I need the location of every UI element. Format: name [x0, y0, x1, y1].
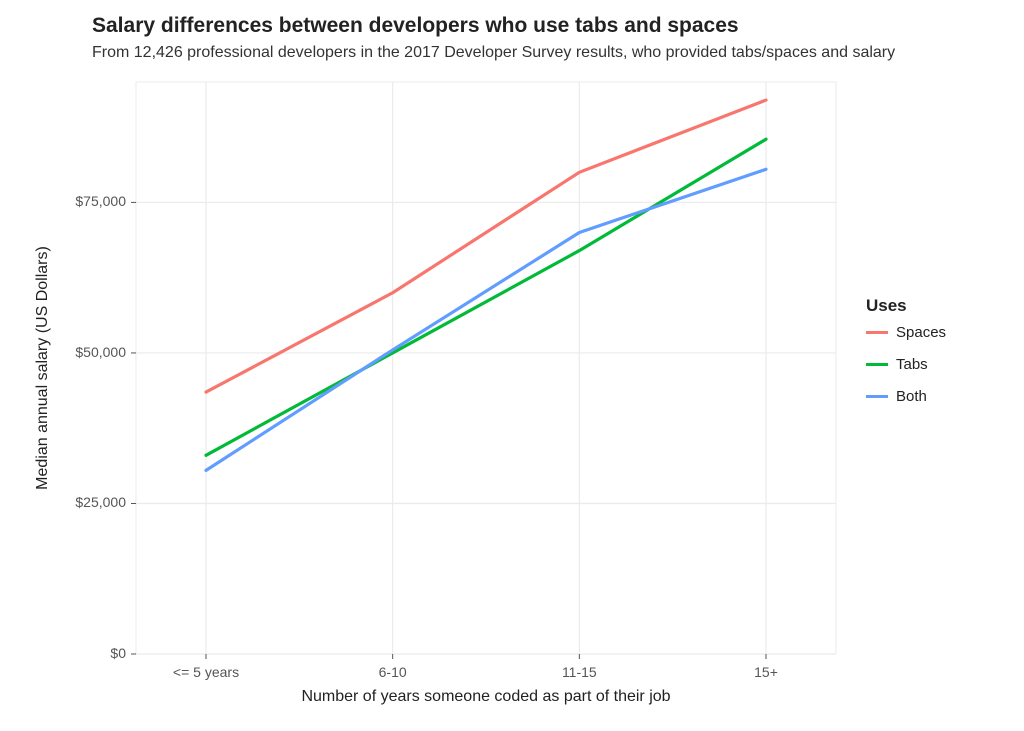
legend-title: Uses — [866, 296, 907, 316]
tick-label-x: 15+ — [696, 664, 836, 680]
tick-label-x: <= 5 years — [136, 664, 276, 680]
legend-label: Spaces — [896, 324, 946, 341]
legend-item: Both — [866, 388, 927, 405]
x-axis-label: Number of years someone coded as part of… — [136, 688, 836, 706]
tick-label-y: $0 — [110, 645, 126, 661]
tick-label-y: $25,000 — [75, 494, 126, 510]
legend-item: Tabs — [866, 356, 928, 373]
y-axis-label: Median annual salary (US Dollars) — [34, 82, 52, 654]
chart-stage: Salary differences between developers wh… — [0, 0, 1024, 731]
legend-swatch — [866, 395, 888, 398]
tick-label-y: $50,000 — [75, 344, 126, 360]
legend-swatch — [866, 363, 888, 366]
plot-panel — [136, 82, 836, 654]
legend-label: Tabs — [896, 356, 928, 373]
legend-swatch — [866, 331, 888, 334]
tick-label-x: 11-15 — [509, 664, 649, 680]
legend-label: Both — [896, 388, 927, 405]
tick-label-y: $75,000 — [75, 193, 126, 209]
tick-label-x: 6-10 — [323, 664, 463, 680]
legend-item: Spaces — [866, 324, 946, 341]
